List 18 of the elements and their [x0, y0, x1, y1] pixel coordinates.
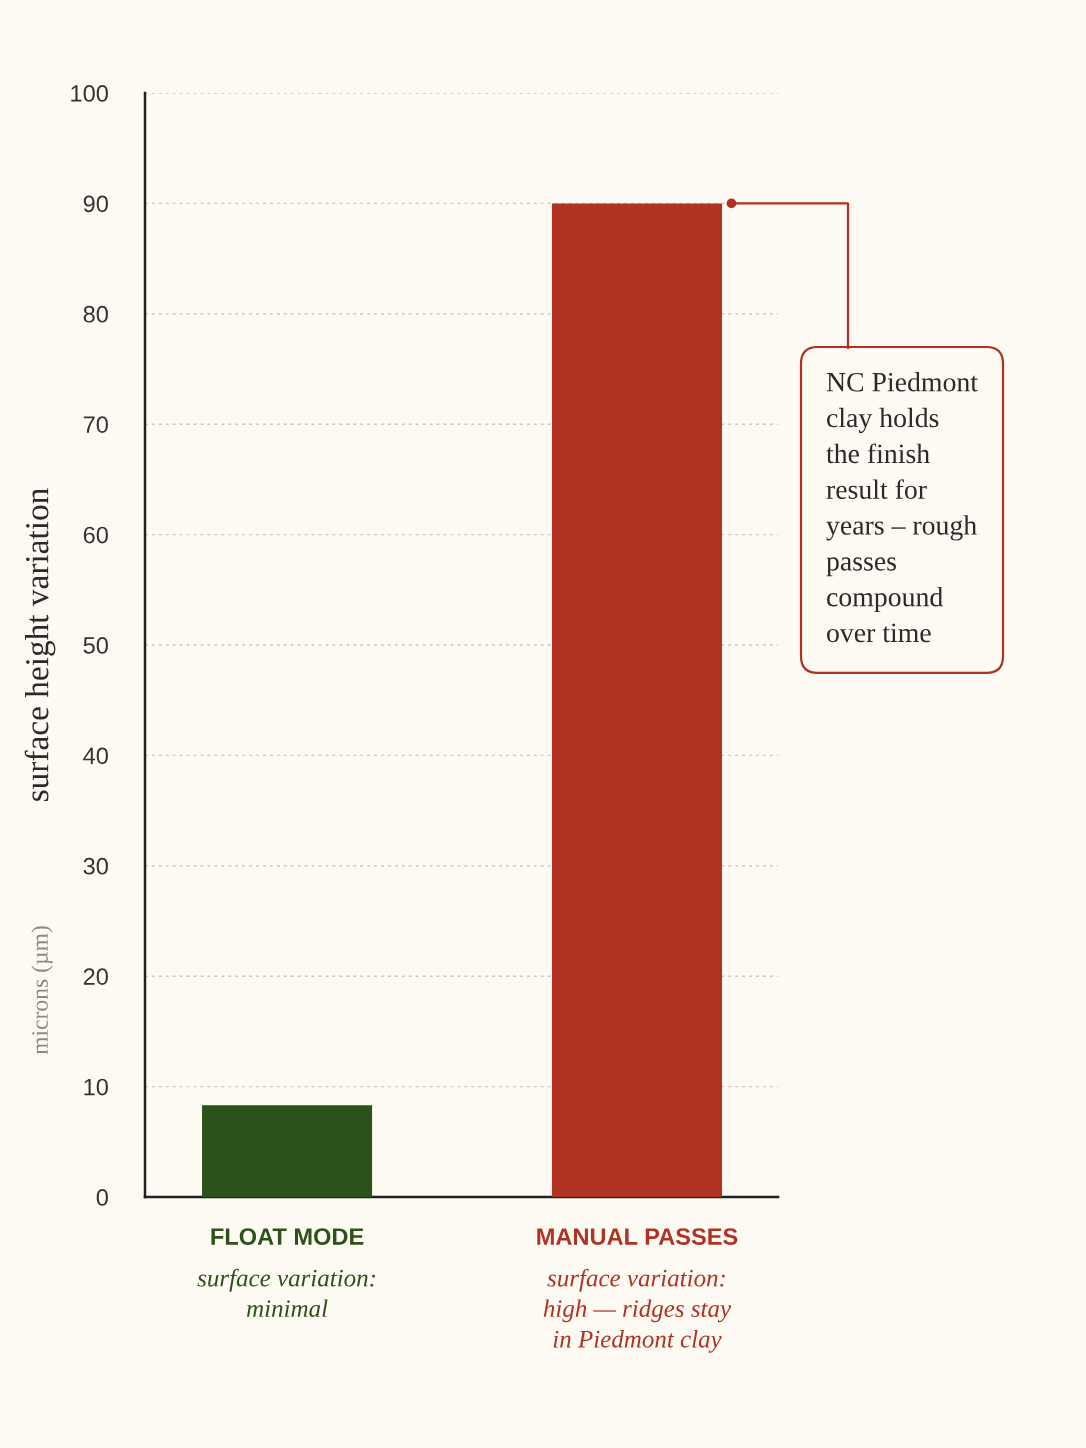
y-tick-label: 10	[84, 1078, 108, 1096]
text: surface variation: high — ridges stay in Piedmont clay	[543, 1268, 732, 1353]
y-tick-label: 30	[83, 857, 108, 875]
y-tick-label: 40	[83, 747, 108, 765]
y-tick-label: 90	[83, 195, 108, 213]
text: NC Piedmont clay holds the finish result for years – rough passes compound over time	[826, 372, 978, 643]
y-tick-label: 60	[83, 526, 108, 544]
y-tick-label: 0	[96, 1189, 108, 1206]
text: microns (µm)	[31, 926, 53, 1055]
y-axis-title: surface height variation	[24, 488, 56, 801]
x-tick-label: FLOAT MODE	[211, 1228, 364, 1245]
y-tick-label: 50	[83, 637, 108, 654]
y-tick-label: 80	[83, 305, 108, 323]
y-tick-label: 70	[83, 416, 108, 433]
y-tick-label: 100	[71, 85, 108, 102]
x-tick-label: MANUAL PASSES	[537, 1228, 738, 1245]
y-tick-label: 20	[83, 968, 108, 985]
text: surface variation: minimal	[197, 1268, 375, 1318]
